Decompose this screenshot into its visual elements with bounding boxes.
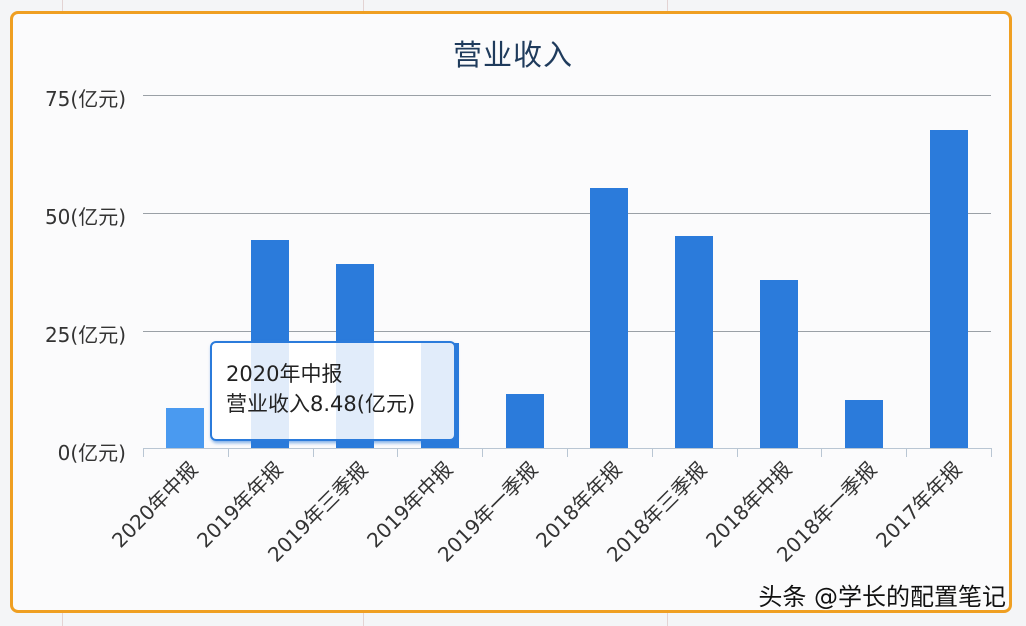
x-axis-tick: [567, 448, 568, 457]
tooltip: 2020年中报 营业收入8.48(亿元): [210, 341, 456, 441]
x-axis-tick: [143, 448, 144, 457]
bar-5[interactable]: [590, 188, 629, 448]
x-axis-tick: [906, 448, 908, 457]
bar-6[interactable]: [675, 236, 714, 448]
chart-frame[interactable]: [10, 11, 1012, 613]
gridline-25: [143, 331, 991, 332]
tooltip-value: 营业收入8.48(亿元): [226, 392, 416, 416]
x-axis-tick: [397, 448, 399, 457]
x-axis-tick: [821, 448, 823, 457]
bar-0[interactable]: [166, 408, 205, 448]
y-tick-label: 75(亿元): [44, 87, 126, 111]
y-tick-label: 25(亿元): [44, 323, 126, 347]
x-axis-tick: [736, 448, 738, 457]
watermark: 头条 @学长的配置笔记: [758, 583, 1006, 611]
gridline-50: [143, 213, 991, 214]
x-axis-tick: [651, 448, 653, 457]
x-axis-tick: [991, 448, 992, 457]
bar-8[interactable]: [844, 399, 883, 448]
x-axis-tick: [482, 448, 484, 457]
chart-title: 营业收入: [452, 38, 573, 72]
x-axis-tick: [312, 448, 314, 457]
bar-4[interactable]: [505, 393, 544, 448]
bar-9[interactable]: [929, 129, 968, 448]
bar-7[interactable]: [760, 279, 798, 448]
gridline-75: [143, 95, 991, 96]
y-tick-label: 0(亿元): [57, 441, 126, 465]
y-tick-label: 50(亿元): [44, 205, 126, 229]
x-axis-tick: [227, 448, 229, 457]
tooltip-title: 2020年中报: [226, 362, 343, 386]
